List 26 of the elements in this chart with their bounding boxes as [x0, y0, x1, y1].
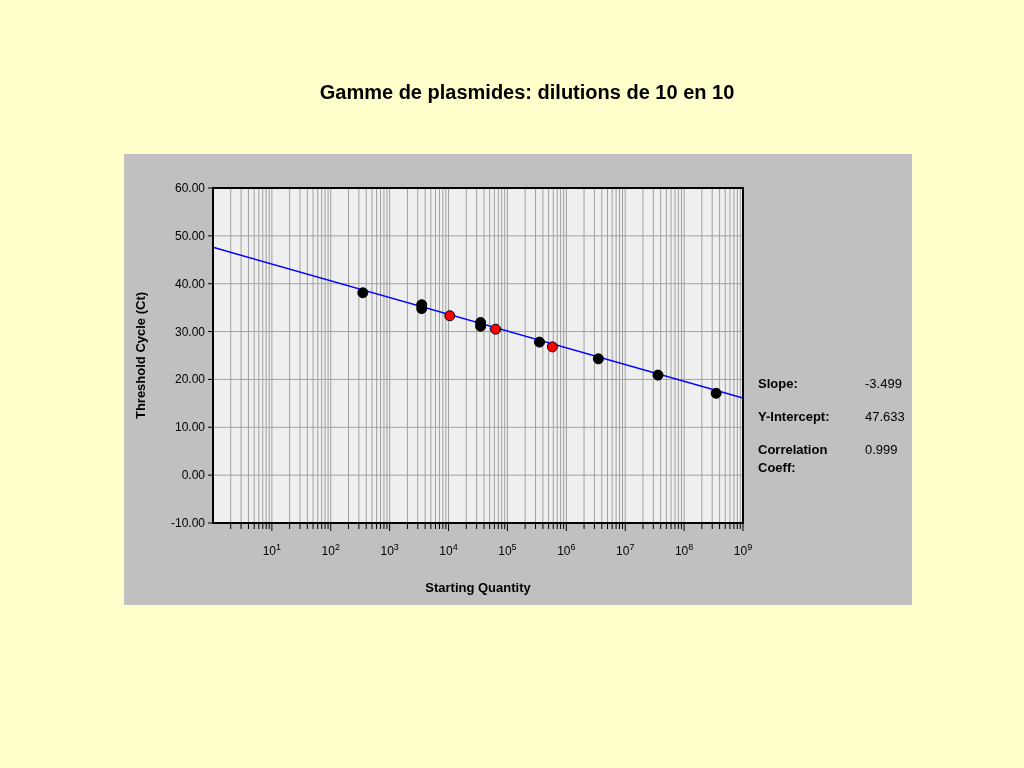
y-tick-label: 20.00 [174, 372, 206, 387]
text: -3.499 [865, 376, 902, 391]
y-tick-label: -10.00 [170, 516, 206, 530]
x-axis-title: Starting Quantity [425, 580, 532, 595]
y-tick-label: 40.00 [174, 276, 206, 291]
y-tick-label: 50.00 [174, 228, 206, 243]
y-tick-label: 30.00 [174, 324, 206, 339]
text: Correlation Coeff: [758, 442, 828, 475]
x-tick-label: 10$^{6}$ [557, 542, 576, 558]
chart-title: Gamme de plasmides: dilutions de 10 en 10 [319, 81, 735, 103]
x-tick-label: 10$^{1}$ [262, 542, 282, 558]
x-tick-label: 10$^{5}$ [498, 542, 517, 558]
text: 0.999 [865, 442, 898, 457]
x-tick-label: 10$^{8}$ [674, 542, 694, 558]
x-tick-label: 10$^{4}$ [439, 542, 458, 558]
x-tick-label: 10$^{2}$ [321, 542, 340, 558]
text: Y-Intercept: [758, 409, 830, 424]
y-tick-label: 60.00 [174, 181, 206, 195]
x-tick-label: 10$^{9}$ [733, 542, 753, 558]
y-axis-title: Threshold Cycle (Ct) [133, 291, 148, 420]
text: Slope: [758, 376, 798, 391]
x-tick-label: 10$^{3}$ [380, 542, 399, 558]
y-tick-label: 10.00 [174, 420, 206, 435]
text: 47.633 [865, 409, 905, 424]
y-tick-label: 0.00 [181, 468, 206, 483]
x-tick-label: 10$^{7}$ [616, 542, 635, 558]
